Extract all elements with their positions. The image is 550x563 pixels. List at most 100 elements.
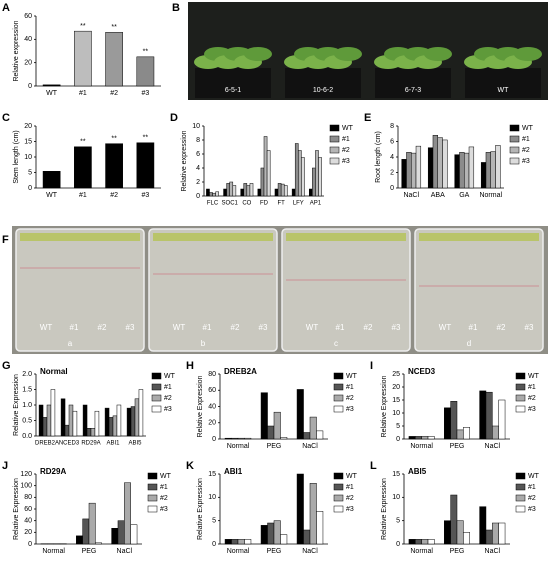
pot xyxy=(465,68,541,98)
bar xyxy=(244,437,252,440)
legend-swatch xyxy=(515,505,526,513)
y-tick-label: 2 xyxy=(390,169,394,176)
significance-label: ** xyxy=(111,136,117,143)
bar xyxy=(60,398,66,437)
bar xyxy=(464,152,470,189)
legend-label: #2 xyxy=(342,147,350,154)
x-tick-label: #3 xyxy=(141,192,149,199)
photo-label: WT xyxy=(498,87,510,94)
plate-label: WT xyxy=(306,323,319,332)
legend-swatch xyxy=(329,135,340,143)
x-tick-label: ABI1 xyxy=(106,441,120,447)
x-tick-label: Normal xyxy=(227,443,250,450)
bar xyxy=(468,146,475,189)
chart-title: DREB2A xyxy=(224,367,257,376)
bar xyxy=(280,534,288,545)
bar xyxy=(130,524,138,545)
legend-label: #1 xyxy=(528,384,536,391)
bar xyxy=(450,401,458,440)
legend-label: #2 xyxy=(522,147,530,154)
y-tick-label: 0 xyxy=(28,185,32,192)
bar xyxy=(257,188,262,197)
bar xyxy=(249,183,254,197)
bar xyxy=(82,404,88,437)
panel-label: H xyxy=(186,360,194,372)
y-tick-label: 40 xyxy=(208,403,216,410)
legend-swatch xyxy=(333,494,344,502)
legend-label: WT xyxy=(528,473,540,480)
x-tick-label: FT xyxy=(277,201,285,207)
bar xyxy=(42,171,61,189)
bar xyxy=(90,428,96,437)
bar xyxy=(427,147,434,189)
plate-label: #3 xyxy=(392,323,401,332)
bar xyxy=(498,399,506,440)
bar xyxy=(231,539,239,545)
bar xyxy=(226,183,230,197)
y-tick-label: 0 xyxy=(396,541,400,548)
bar xyxy=(316,511,324,545)
bar xyxy=(485,152,492,189)
bar xyxy=(42,417,48,437)
plate-letter: d xyxy=(467,339,471,348)
photo-label: 6-5-1 xyxy=(225,87,241,94)
legend-label: #1 xyxy=(160,484,168,491)
legend-label: #1 xyxy=(164,384,172,391)
bar xyxy=(243,183,248,197)
y-tick-label: 40 xyxy=(24,518,32,525)
y-tick-label: 8 xyxy=(390,123,394,130)
y-tick-label: 10 xyxy=(392,410,400,417)
legend-label: WT xyxy=(528,373,540,380)
bar xyxy=(260,167,265,197)
pot xyxy=(285,68,361,98)
y-tick-label: 0.0 xyxy=(22,433,32,440)
legend-swatch xyxy=(329,157,340,165)
legend-label: WT xyxy=(522,125,534,132)
legend-swatch xyxy=(147,505,158,513)
y-tick-label: 15 xyxy=(392,397,400,404)
y-tick-label: 0.5 xyxy=(22,417,32,424)
bar xyxy=(479,506,487,545)
y-tick-label: 60 xyxy=(24,13,32,20)
bar xyxy=(421,436,429,440)
bar xyxy=(401,159,407,189)
y-tick-label: 80 xyxy=(24,494,32,501)
bar xyxy=(303,432,311,440)
x-tick-label: PEG xyxy=(267,548,282,555)
pot xyxy=(195,68,271,98)
x-tick-label: RD29A xyxy=(81,441,100,447)
legend-label: #1 xyxy=(528,484,536,491)
bar xyxy=(273,411,281,440)
bar xyxy=(480,162,487,189)
bar xyxy=(485,529,493,545)
legend-label: WT xyxy=(342,125,354,132)
legend-swatch xyxy=(151,405,162,413)
bar xyxy=(237,437,245,440)
bar xyxy=(229,181,234,197)
bar xyxy=(134,398,140,437)
bar xyxy=(301,157,305,197)
y-tick-label: 1.0 xyxy=(22,402,32,409)
y-tick-label: 6 xyxy=(390,138,394,145)
x-tick-label: FLC xyxy=(207,201,219,207)
x-tick-label: NCED3 xyxy=(59,441,80,447)
seedlings xyxy=(286,233,406,241)
legend-swatch xyxy=(515,405,526,413)
bar xyxy=(117,520,125,545)
bar xyxy=(415,539,422,545)
legend-label: #2 xyxy=(164,395,172,402)
bar xyxy=(88,502,96,545)
x-tick-label: PEG xyxy=(450,548,465,555)
bar xyxy=(490,151,496,189)
bar xyxy=(267,425,275,440)
panel-label: D xyxy=(170,112,178,124)
bar xyxy=(463,532,470,545)
plate-label: WT xyxy=(173,323,186,332)
bar xyxy=(212,192,216,197)
y-tick-label: 10 xyxy=(208,494,216,501)
panel-label: C xyxy=(2,112,10,124)
x-tick-label: AP1 xyxy=(310,201,322,207)
bar xyxy=(130,406,136,437)
y-tick-label: 8 xyxy=(196,137,200,144)
x-tick-label: WT xyxy=(46,192,58,199)
